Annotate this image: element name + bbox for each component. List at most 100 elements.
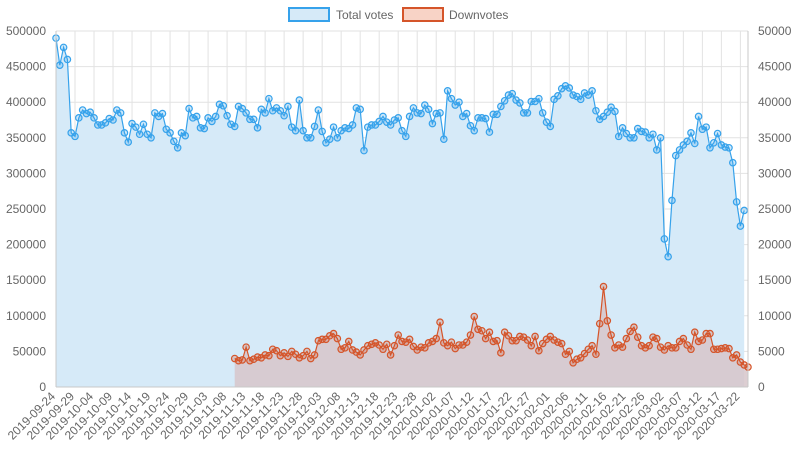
point-total-votes[interactable] — [565, 84, 574, 92]
point-downvotes[interactable] — [394, 331, 403, 339]
point-downvotes[interactable] — [698, 336, 707, 344]
point-downvotes[interactable] — [310, 351, 319, 359]
point-downvotes[interactable] — [303, 347, 311, 356]
point-downvotes[interactable] — [588, 341, 596, 350]
point-downvotes[interactable] — [485, 328, 494, 336]
point-total-votes[interactable] — [227, 120, 235, 129]
point-total-votes[interactable] — [200, 124, 209, 133]
point-total-votes[interactable] — [246, 115, 254, 124]
point-total-votes[interactable] — [725, 143, 733, 152]
point-downvotes[interactable] — [470, 312, 479, 321]
point-total-votes[interactable] — [139, 120, 148, 129]
point-total-votes[interactable] — [702, 123, 710, 131]
point-total-votes[interactable] — [97, 121, 106, 129]
point-total-votes[interactable] — [481, 114, 490, 123]
point-downvotes[interactable] — [550, 336, 558, 344]
point-total-votes[interactable] — [333, 134, 342, 142]
point-total-votes[interactable] — [668, 196, 676, 205]
point-total-votes[interactable] — [428, 119, 437, 128]
point-downvotes[interactable] — [523, 336, 532, 344]
point-downvotes[interactable] — [318, 335, 326, 344]
point-downvotes[interactable] — [333, 334, 342, 343]
point-downvotes[interactable] — [493, 336, 501, 345]
point-total-votes[interactable] — [717, 141, 726, 149]
point-total-votes[interactable] — [440, 135, 448, 144]
point-total-votes[interactable] — [360, 146, 368, 155]
point-total-votes[interactable] — [379, 112, 387, 121]
point-total-votes[interactable] — [158, 109, 167, 118]
point-total-votes[interactable] — [173, 143, 182, 152]
legend-item-total-votes[interactable]: Total votes — [288, 7, 393, 22]
point-downvotes[interactable] — [284, 352, 292, 361]
point-total-votes[interactable] — [618, 124, 627, 132]
point-downvotes[interactable] — [557, 339, 566, 348]
point-total-votes[interactable] — [576, 95, 585, 104]
point-total-votes[interactable] — [417, 109, 425, 118]
point-total-votes[interactable] — [497, 102, 505, 111]
point-total-votes[interactable] — [470, 126, 479, 135]
point-total-votes[interactable] — [409, 104, 418, 112]
point-total-votes[interactable] — [116, 109, 125, 117]
point-total-votes[interactable] — [86, 108, 95, 116]
point-downvotes[interactable] — [679, 334, 688, 343]
point-downvotes[interactable] — [508, 336, 517, 345]
point-downvotes[interactable] — [325, 331, 334, 340]
point-total-votes[interactable] — [493, 110, 501, 119]
point-downvotes[interactable] — [687, 345, 695, 354]
point-downvotes[interactable] — [447, 338, 456, 346]
point-total-votes[interactable] — [713, 129, 722, 138]
point-total-votes[interactable] — [280, 111, 288, 120]
point-total-votes[interactable] — [516, 99, 524, 107]
point-total-votes[interactable] — [325, 135, 334, 144]
point-total-votes[interactable] — [310, 122, 319, 131]
point-downvotes[interactable] — [295, 354, 304, 362]
point-total-votes[interactable] — [318, 127, 326, 136]
point-downvotes[interactable] — [671, 344, 680, 352]
point-total-votes[interactable] — [192, 112, 201, 121]
point-total-votes[interactable] — [367, 121, 376, 129]
point-total-votes[interactable] — [208, 117, 216, 126]
point-downvotes[interactable] — [595, 319, 604, 328]
point-total-votes[interactable] — [546, 122, 555, 131]
point-downvotes[interactable] — [265, 351, 273, 360]
point-total-votes[interactable] — [455, 98, 463, 107]
point-total-votes[interactable] — [728, 158, 737, 167]
point-downvotes[interactable] — [637, 341, 646, 350]
point-total-votes[interactable] — [242, 109, 250, 117]
point-total-votes[interactable] — [687, 129, 695, 137]
point-downvotes[interactable] — [249, 355, 258, 364]
point-total-votes[interactable] — [675, 146, 684, 154]
point-downvotes[interactable] — [497, 349, 505, 357]
point-total-votes[interactable] — [390, 116, 399, 124]
point-total-votes[interactable] — [94, 121, 102, 129]
point-downvotes[interactable] — [462, 338, 471, 346]
point-total-votes[interactable] — [694, 112, 703, 121]
point-downvotes[interactable] — [436, 318, 444, 327]
point-total-votes[interactable] — [732, 198, 741, 206]
point-total-votes[interactable] — [401, 132, 410, 141]
point-downvotes[interactable] — [478, 326, 486, 335]
point-downvotes[interactable] — [356, 351, 364, 359]
point-total-votes[interactable] — [466, 121, 475, 130]
point-total-votes[interactable] — [170, 137, 178, 146]
point-downvotes[interactable] — [641, 344, 650, 352]
point-downvotes[interactable] — [238, 356, 247, 364]
point-total-votes[interactable] — [671, 151, 680, 160]
point-total-votes[interactable] — [394, 114, 403, 122]
point-total-votes[interactable] — [166, 129, 174, 137]
point-downvotes[interactable] — [630, 323, 638, 331]
point-total-votes[interactable] — [447, 94, 456, 103]
point-total-votes[interactable] — [740, 206, 749, 215]
point-total-votes[interactable] — [185, 104, 193, 113]
point-total-votes[interactable] — [538, 109, 547, 117]
point-downvotes[interactable] — [664, 341, 672, 350]
point-downvotes[interactable] — [382, 340, 391, 349]
point-downvotes[interactable] — [390, 341, 399, 350]
point-total-votes[interactable] — [249, 115, 258, 124]
point-total-votes[interactable] — [219, 101, 228, 110]
point-total-votes[interactable] — [398, 126, 406, 135]
point-downvotes[interactable] — [706, 329, 714, 338]
point-total-votes[interactable] — [276, 106, 285, 115]
point-total-votes[interactable] — [253, 124, 262, 132]
point-downvotes[interactable] — [622, 334, 631, 343]
